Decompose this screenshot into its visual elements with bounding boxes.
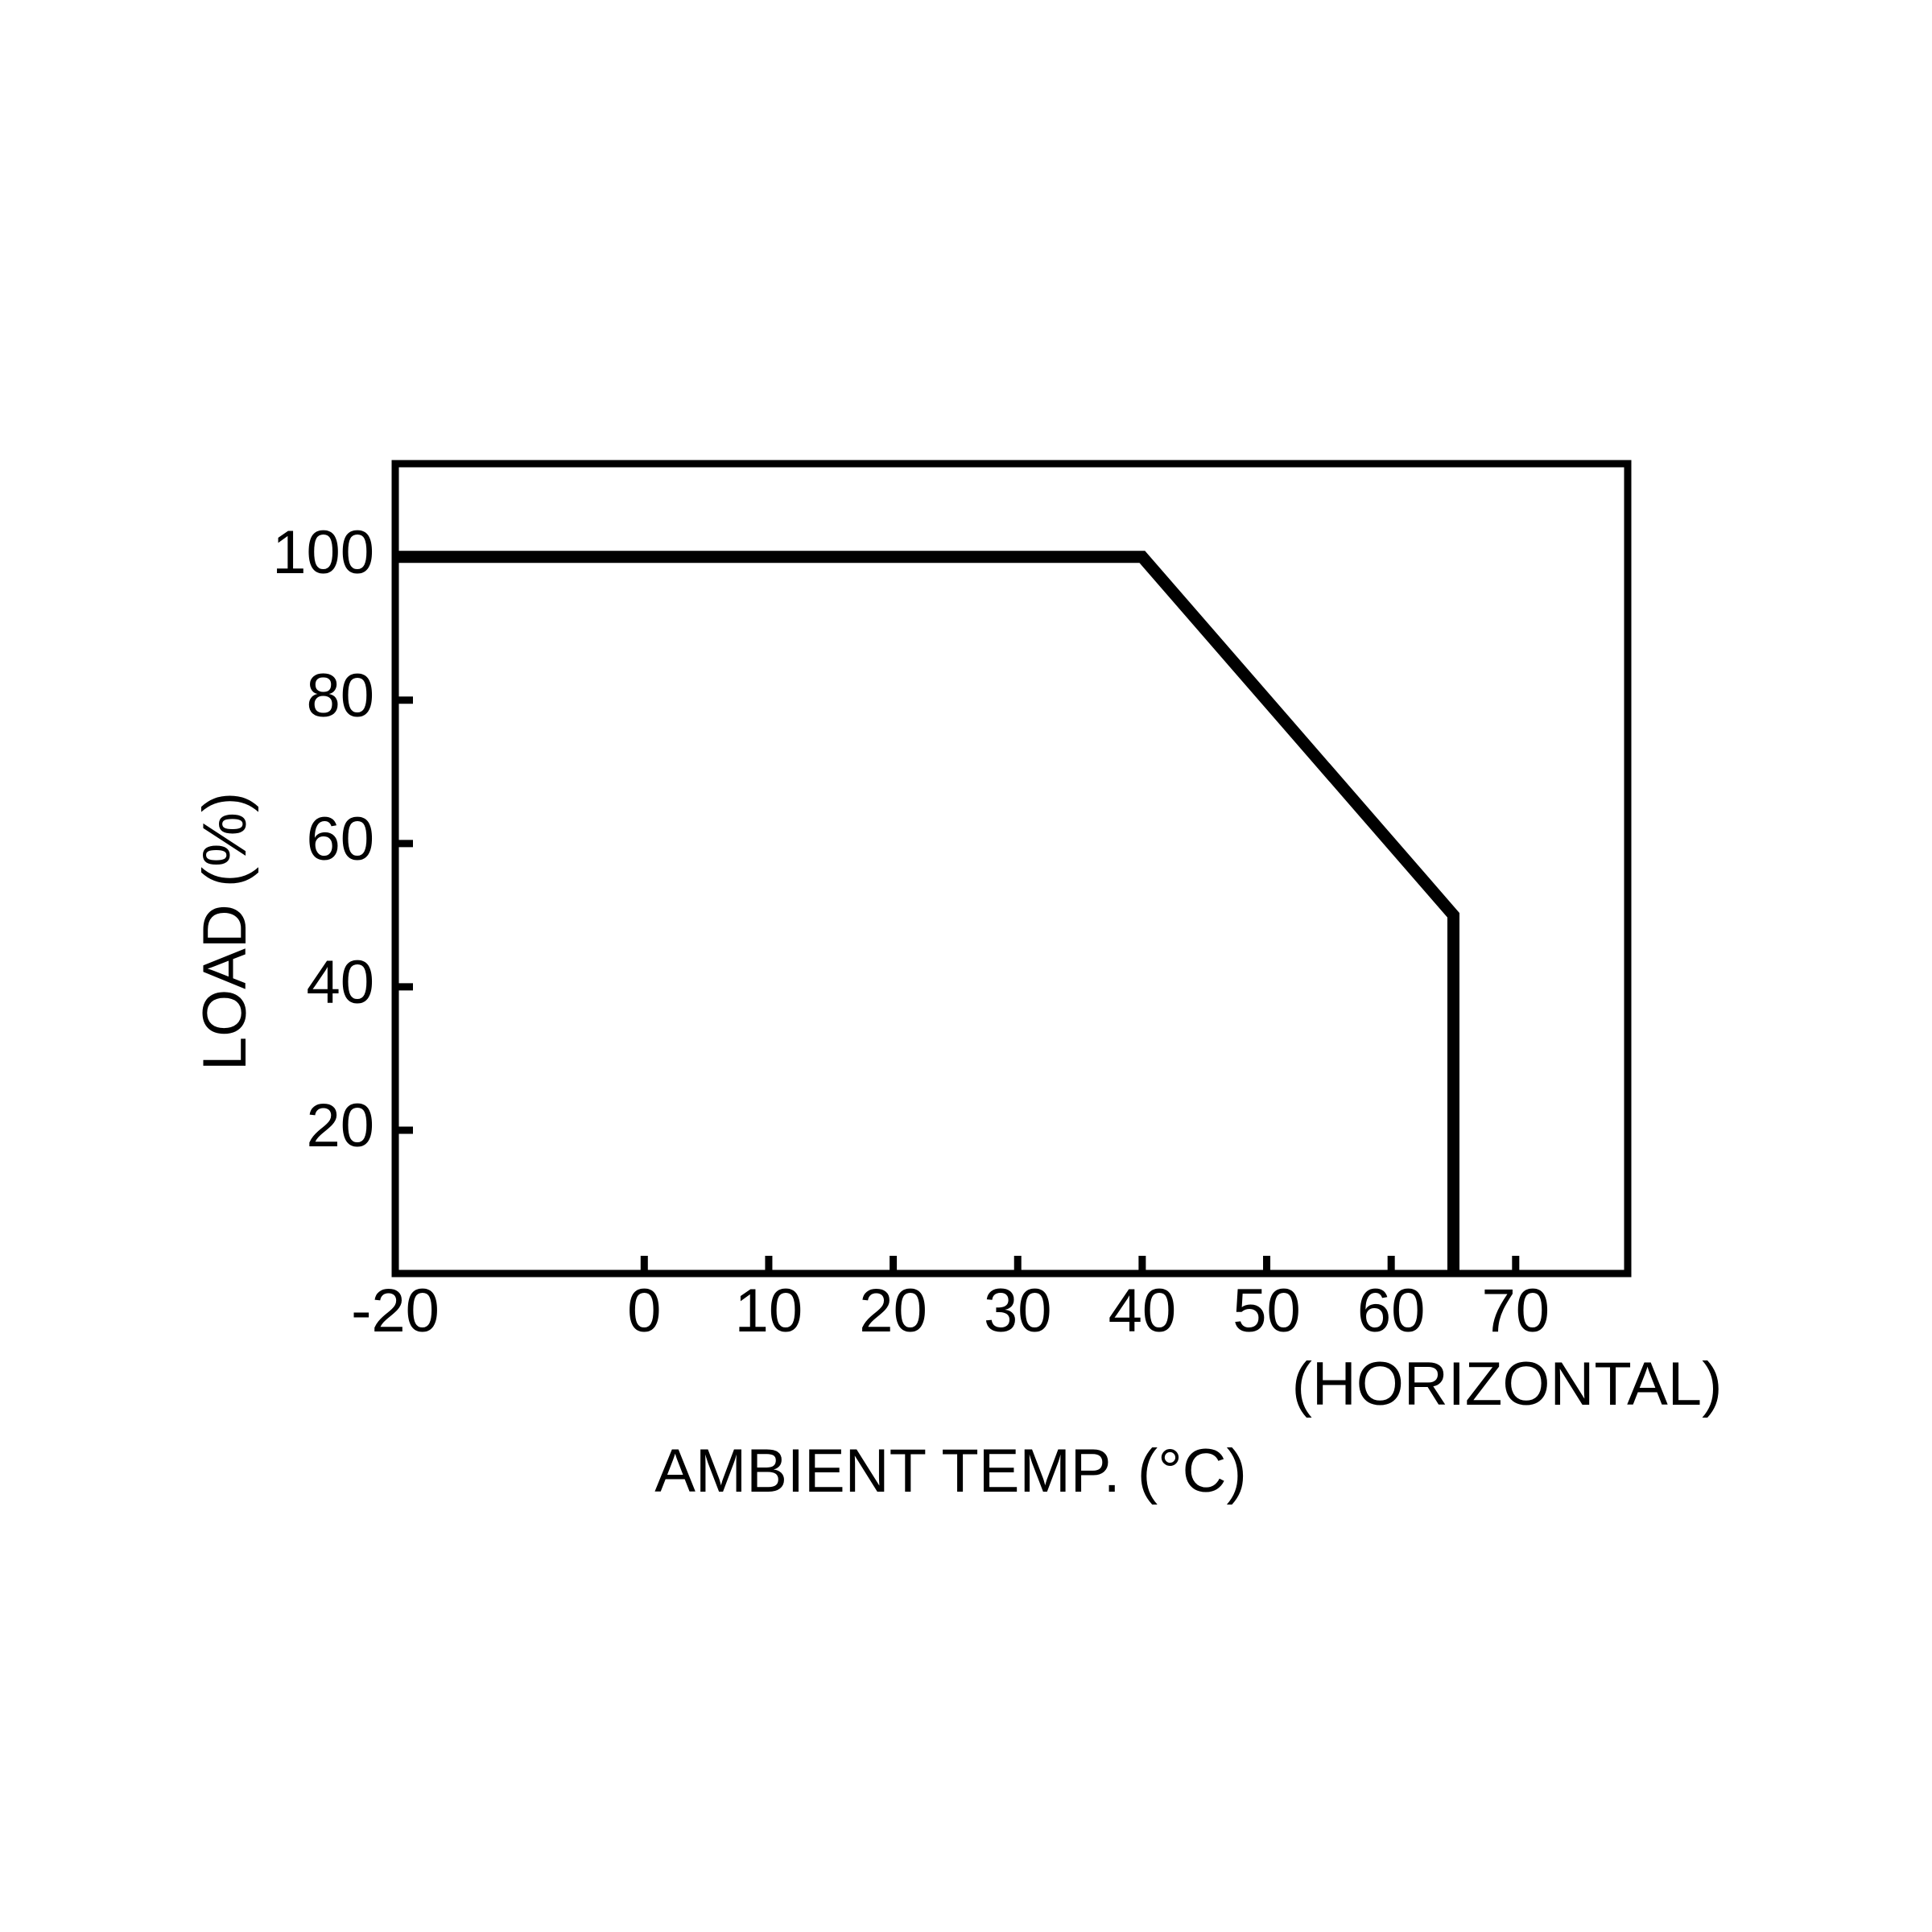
y-tick-label: 60 xyxy=(306,805,374,873)
y-axis-label: LOAD (%) xyxy=(191,792,259,1071)
x-tick-label: 70 xyxy=(1482,1277,1550,1345)
x-tick-label: 0 xyxy=(627,1277,661,1345)
y-tick-label: 40 xyxy=(306,948,374,1017)
y-tick-label: 80 xyxy=(306,662,374,730)
load-curve xyxy=(395,551,1459,1274)
x-tick-label: 40 xyxy=(1108,1277,1177,1345)
x-tick-label: 20 xyxy=(859,1277,927,1345)
x-tick-label: 30 xyxy=(984,1277,1052,1345)
x-tick-label: 60 xyxy=(1357,1277,1426,1345)
x-axis-label: AMBIENT TEMP. (°C) xyxy=(654,1437,1247,1505)
x-tick-label: -20 xyxy=(351,1277,440,1345)
plot-frame xyxy=(391,460,1632,1278)
annotation: (HORIZONTAL) xyxy=(1292,1350,1723,1418)
y-tick-label: 100 xyxy=(272,518,374,587)
y-tick-label: 20 xyxy=(306,1092,374,1160)
x-tick-label: 50 xyxy=(1232,1277,1301,1345)
x-tick-label: 10 xyxy=(735,1277,803,1345)
